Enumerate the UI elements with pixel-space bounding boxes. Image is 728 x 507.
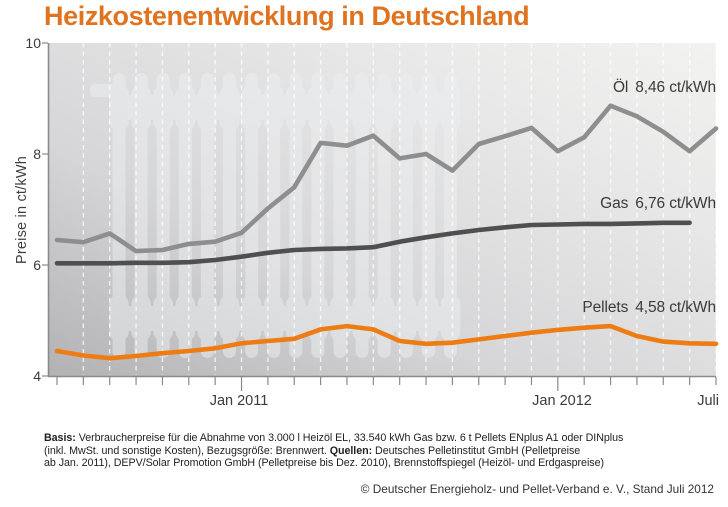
source-line-1: Basis: Verbraucherpreise für die Abnahme… [44, 432, 624, 444]
pellets-price-line [54, 323, 719, 361]
price-development-chart [42, 42, 719, 391]
gas-series-label: Gas 6,76 ct/kWh [400, 195, 716, 212]
x-label-juli: Juli [697, 393, 719, 409]
radiator-watermark [90, 73, 461, 358]
copyright-note: © Deutscher Energieholz- und Pellet-Verb… [360, 482, 714, 496]
source-line-2: (inkl. MwSt. und sonstige Kosten), Bezug… [44, 444, 581, 457]
page-title: Heizkostenentwicklung in Deutschland [44, 1, 530, 31]
y-tick-6: 6 [33, 257, 41, 273]
gas-price-line [54, 220, 692, 266]
oil-price-line [54, 103, 719, 254]
x-label-jan-2012: Jan 2012 [532, 393, 592, 409]
y-tick-4: 4 [33, 368, 41, 384]
oil-series-label: Öl 8,46 ct/kWh [400, 79, 716, 96]
source-note: Basis: Verbraucherpreise für die Abnahme… [44, 432, 718, 470]
oil-series-value: 8,46 ct/kWh [635, 79, 716, 96]
quellen-label: Quellen: [329, 444, 373, 457]
y-axis-title: Preise in ct/kWh [14, 156, 30, 264]
gas-series-value: 6,76 ct/kWh [635, 195, 716, 212]
pellets-series-value: 4,58 ct/kWh [635, 299, 716, 316]
x-label-jan-2011: Jan 2011 [209, 393, 269, 409]
oil-series-name: Öl [612, 79, 629, 96]
pellets-series-name: Pellets [582, 299, 629, 316]
pellets-series-label: Pellets 4,58 ct/kWh [400, 299, 716, 316]
y-tick-10: 10 [25, 35, 41, 51]
y-tick-8: 8 [33, 146, 41, 162]
basis-label: Basis: [44, 432, 76, 444]
gas-series-name: Gas [600, 195, 629, 212]
source-line-3: ab Jan. 2011), DEPV/Solar Promotion GmbH… [44, 457, 604, 469]
